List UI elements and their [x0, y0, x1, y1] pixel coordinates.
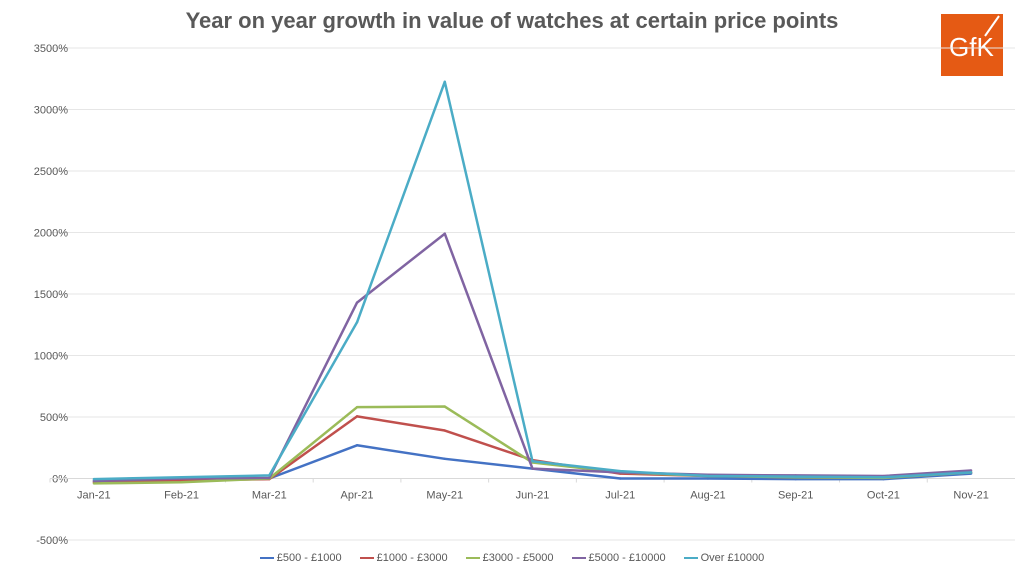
- y-tick-label: 0%: [52, 474, 68, 486]
- data-point: [443, 429, 446, 432]
- series-line-3: [93, 232, 972, 483]
- data-point: [443, 405, 446, 408]
- data-point: [969, 469, 973, 472]
- legend-item: Over £10000: [683, 552, 765, 564]
- legend-swatch: [683, 557, 698, 559]
- data-point: [355, 415, 359, 418]
- data-point: [443, 80, 446, 84]
- chart-title: Year on year growth in value of watches …: [185, 8, 839, 33]
- y-tick-label: 2000%: [34, 228, 68, 240]
- x-tick-label: Oct-21: [867, 490, 900, 502]
- data-point: [180, 480, 183, 484]
- data-point: [794, 475, 797, 478]
- legend-label: Over £10000: [700, 552, 765, 564]
- legend: £500 - £1000 £1000 - £3000 £3000 - £5000 £5…: [0, 552, 1024, 564]
- legend-label: £1000 - £3000: [376, 552, 448, 564]
- data-point: [882, 476, 885, 479]
- y-tick-label: 3500%: [34, 43, 68, 55]
- data-point: [443, 457, 446, 461]
- legend-item: £1000 - £3000: [359, 552, 448, 564]
- series-line-4: [93, 80, 972, 481]
- data-point: [619, 469, 622, 473]
- x-tick-label: Jun-21: [516, 490, 550, 502]
- data-point: [969, 471, 973, 474]
- x-tick-label: Jul-21: [605, 490, 635, 502]
- data-point: [268, 474, 271, 477]
- x-tick-label: Aug-21: [690, 490, 725, 502]
- data-point: [268, 476, 271, 480]
- legend-swatch: [571, 557, 586, 559]
- legend-swatch: [259, 557, 274, 559]
- data-point: [92, 479, 96, 483]
- data-point: [355, 321, 359, 324]
- y-tick-label: -500%: [36, 535, 68, 547]
- series-line-2: [93, 405, 972, 485]
- legend-label: £500 - £1000: [276, 552, 342, 564]
- data-point: [619, 477, 622, 480]
- x-tick-label: Sep-21: [778, 490, 813, 502]
- legend-label: £3000 - £5000: [482, 552, 554, 564]
- data-point: [443, 232, 446, 235]
- data-point: [706, 474, 710, 478]
- y-tick-label: 1500%: [34, 289, 68, 301]
- legend-item: £500 - £1000: [259, 552, 342, 564]
- data-point: [92, 482, 96, 485]
- y-tick-label: 500%: [40, 412, 68, 424]
- x-tick-label: May-21: [426, 490, 463, 502]
- x-tick-label: Feb-21: [164, 490, 199, 502]
- gfk-logo: GfK: [941, 14, 1003, 76]
- legend-label: £5000 - £10000: [588, 552, 666, 564]
- x-tick-label: Nov-21: [953, 490, 988, 502]
- y-tick-label: 2500%: [34, 166, 68, 178]
- legend-item: £3000 - £5000: [465, 552, 554, 564]
- data-point: [706, 477, 710, 480]
- data-point: [355, 444, 359, 447]
- data-point: [531, 467, 534, 470]
- series-line-1: [93, 415, 972, 484]
- legend-item: £5000 - £10000: [571, 552, 666, 564]
- data-point: [180, 476, 183, 479]
- data-point: [355, 301, 359, 304]
- y-tick-label: 1000%: [34, 351, 68, 363]
- svg-text:GfK: GfK: [949, 32, 994, 62]
- data-point: [355, 405, 359, 409]
- data-point: [531, 460, 534, 463]
- x-tick-label: Mar-21: [252, 490, 287, 502]
- x-tick-label: Jan-21: [77, 490, 111, 502]
- legend-swatch: [465, 557, 480, 559]
- data-point: [92, 477, 96, 481]
- legend-swatch: [359, 557, 374, 559]
- x-tick-label: Apr-21: [341, 490, 374, 502]
- y-tick-label: 3000%: [34, 105, 68, 117]
